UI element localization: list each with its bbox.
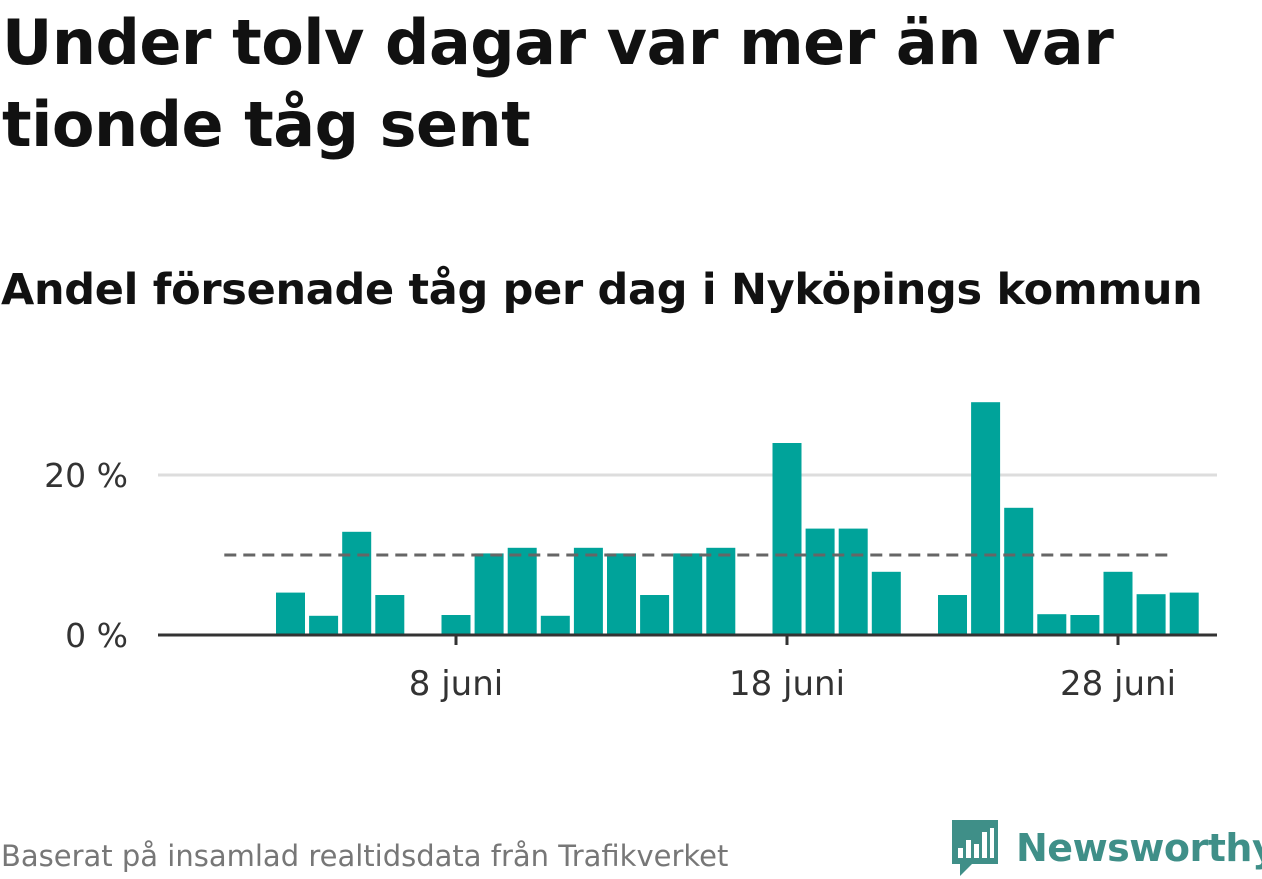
y-axis-ticks: 0 % 20 % [44,456,128,655]
bar [938,595,967,635]
chart-title: Under tolv dagar var mer än var tionde t… [2,6,1114,161]
bar [1004,507,1034,635]
brand-name: Newsworthy [1016,826,1262,870]
bar [573,547,603,635]
x-tick-label: 8 juni [409,664,503,704]
source-note: Baserat på insamlad realtidsdata från Tr… [1,839,729,873]
bar [838,528,868,635]
x-axis-ticks: 8 juni 18 juni 28 juni [409,635,1176,704]
bar [276,592,305,635]
bar [1103,571,1133,635]
chart-subtitle: Andel försenade tåg per dag i Nyköpings … [1,265,1203,315]
x-tick-label: 18 juni [729,664,845,704]
bar [474,553,504,635]
y-tick-label: 20 % [44,456,128,495]
x-tick-label: 28 juni [1060,664,1176,704]
bar [673,553,703,635]
bar [706,547,736,635]
bar [805,528,835,635]
y-tick-label: 0 % [65,616,128,655]
bar [1070,615,1100,635]
bar [1169,592,1199,635]
bar [1037,614,1067,635]
bar [441,615,471,635]
bar-series [276,402,1199,635]
bar [507,547,537,635]
bar [309,615,339,635]
bar [607,553,636,635]
bar [971,402,1001,635]
bar [640,595,670,635]
bar [772,443,802,635]
bar [540,615,570,635]
bar [375,595,405,635]
bar [342,531,372,635]
brand-logo: Newsworthy [950,818,1262,878]
bar [1136,594,1166,635]
bar [871,571,901,635]
newsworthy-logo-icon [952,820,998,876]
